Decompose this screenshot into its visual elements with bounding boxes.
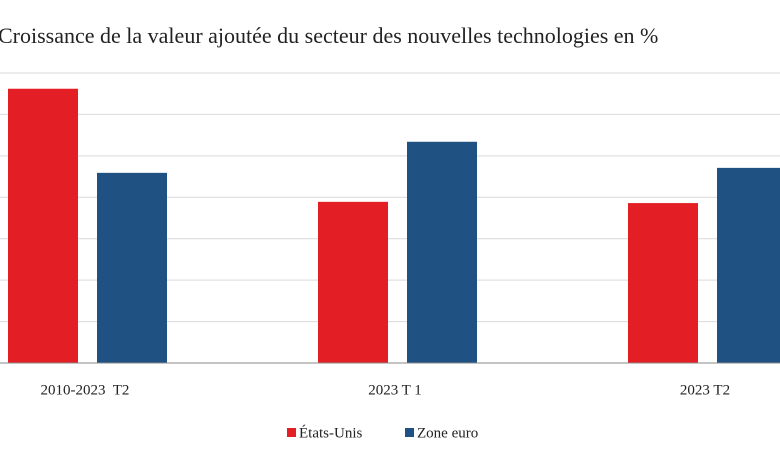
chart-title: Croissance de la valeur ajoutée du secte… [0, 23, 658, 48]
x-tick-label: 2023 T2 [680, 382, 730, 398]
bar [8, 88, 78, 363]
legend-swatch [405, 428, 414, 437]
x-tick-label: 2010-2023 T2 [41, 382, 130, 398]
legend-swatch [287, 428, 296, 437]
legend-label: Zone euro [417, 425, 478, 441]
x-tick-label: 2023 T 1 [368, 382, 422, 398]
bar [318, 201, 388, 363]
bar [407, 141, 477, 363]
bar [717, 167, 780, 363]
legend-label: États-Unis [299, 424, 362, 441]
bar [97, 172, 167, 363]
bar [628, 203, 698, 363]
